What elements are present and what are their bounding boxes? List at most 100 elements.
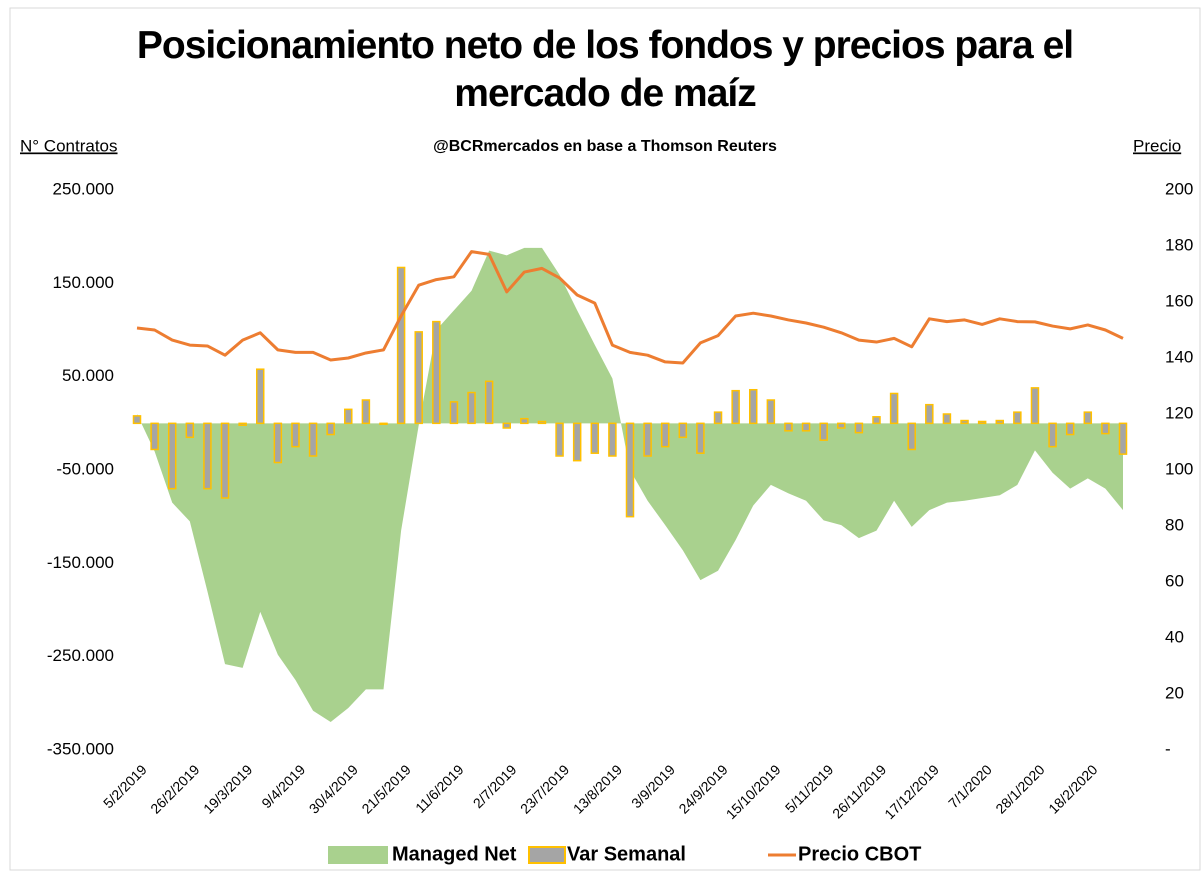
bar [660, 422, 670, 448]
legend-item: Precio CBOT [768, 843, 921, 865]
y-tick-label: 50.000 [62, 366, 114, 385]
y2-axis-title: Precio [1133, 136, 1181, 155]
bar [344, 408, 353, 425]
y2-tick-label: 160 [1165, 291, 1193, 310]
x-tick-label: 15/10/2019 [723, 761, 784, 822]
bar [837, 422, 846, 429]
bar [995, 419, 1004, 425]
bar [520, 417, 529, 425]
x-tick-label: 9/4/2019 [258, 761, 308, 811]
bar [854, 422, 864, 434]
x-tick-label: 7/1/2020 [945, 761, 995, 811]
bar [925, 403, 934, 425]
bar [572, 422, 582, 462]
bar [484, 380, 494, 425]
x-tick-label: 26/11/2019 [829, 761, 889, 821]
bar [449, 401, 459, 425]
bar [907, 422, 916, 451]
bar [942, 413, 952, 425]
y-tick-label: 150.000 [53, 273, 114, 292]
x-tick-label: 21/5/2019 [358, 761, 414, 817]
bar [784, 422, 793, 432]
y-tick-label: -250.000 [47, 646, 114, 665]
legend-swatch [328, 846, 388, 864]
bar [1013, 411, 1022, 425]
legend-item: Var Semanal [528, 843, 686, 865]
y-tick-label: 250.000 [53, 179, 114, 198]
y-tick-label: -150.000 [47, 553, 114, 572]
bar [889, 392, 899, 425]
bar [608, 422, 617, 457]
legend-label: Precio CBOT [798, 843, 921, 865]
bar [414, 331, 423, 425]
bar [801, 422, 811, 432]
x-tick-label: 23/7/2019 [517, 761, 573, 817]
bar [819, 422, 828, 441]
y2-tick-label: 100 [1165, 459, 1193, 478]
bar [203, 422, 212, 490]
bar [467, 391, 476, 425]
y2-tick-label: 40 [1165, 627, 1184, 646]
bar [150, 422, 159, 451]
x-tick-label: 30/4/2019 [306, 761, 362, 817]
bar [132, 415, 142, 425]
bar [537, 420, 547, 425]
y-tick-label: -350.000 [47, 739, 114, 758]
bar [643, 422, 652, 457]
bar [977, 420, 987, 425]
bar [960, 419, 969, 425]
y2-tick-label: - [1165, 739, 1171, 758]
x-tick-label: 13/8/2019 [570, 761, 626, 817]
legend-item: Managed Net [328, 843, 517, 865]
x-tick-label: 5/2/2019 [100, 761, 150, 811]
chart-border [9, 7, 1201, 871]
bar [167, 422, 177, 490]
bar [220, 422, 230, 499]
bar [502, 422, 511, 429]
y2-tick-label: 60 [1165, 571, 1184, 590]
bar [1118, 422, 1128, 455]
y2-tick-label: 180 [1165, 235, 1193, 254]
bar [696, 422, 705, 454]
bar [590, 422, 600, 454]
line [136, 250, 1124, 365]
bar [396, 266, 406, 425]
x-tick-label: 19/3/2019 [200, 761, 256, 817]
y2-tick-label: 140 [1165, 347, 1193, 366]
bar [273, 422, 283, 464]
x-tick-label: 2/7/2019 [470, 761, 520, 811]
legend-label: Var Semanal [567, 843, 686, 865]
bar [1101, 422, 1110, 435]
bar [1065, 422, 1075, 436]
area [137, 247, 1123, 722]
bar [1030, 387, 1040, 425]
x-tick-label: 26/2/2019 [147, 761, 203, 817]
bar [1083, 411, 1093, 425]
bar [766, 399, 776, 425]
y2-tick-label: 200 [1165, 179, 1193, 198]
bar [432, 320, 441, 425]
chart-subtitle: @BCRmercados en base a Thomson Reuters [433, 138, 777, 155]
bar [678, 422, 688, 439]
bar [238, 422, 247, 426]
legend-swatch [528, 846, 566, 864]
y2-tick-label: 20 [1165, 683, 1184, 702]
y2-tick-label: 120 [1165, 403, 1193, 422]
bar [256, 368, 265, 425]
y-tick-label: -50.000 [56, 459, 114, 478]
y2-tick-label: 80 [1165, 515, 1184, 534]
bar [749, 388, 758, 425]
bar [361, 399, 371, 425]
bar [731, 389, 740, 425]
bar [326, 422, 335, 436]
bar [713, 411, 723, 425]
x-tick-label: 24/9/2019 [675, 761, 731, 817]
x-tick-label: 17/12/2019 [881, 761, 942, 822]
x-tick-label: 28/1/2020 [992, 761, 1048, 817]
chart-title: Posicionamiento neto de los fondos y pre… [136, 24, 1074, 115]
x-tick-label: 18/2/2020 [1045, 761, 1101, 817]
bar [872, 416, 881, 425]
x-tick-label: 5/11/2019 [782, 761, 837, 816]
bar [379, 422, 388, 426]
